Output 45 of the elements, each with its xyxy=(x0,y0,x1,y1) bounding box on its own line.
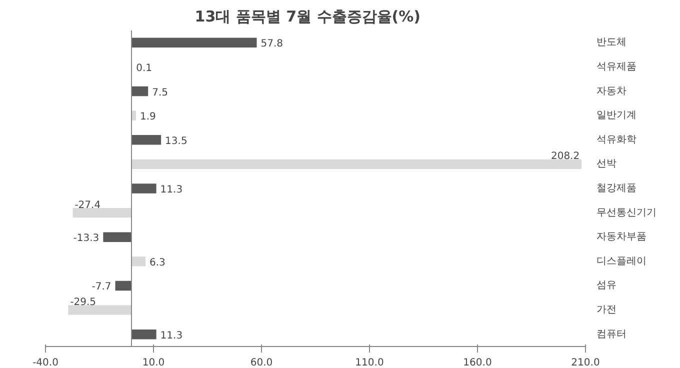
y-tick-label: 디스플레이 xyxy=(596,256,646,267)
x-tick-label: 10.0 xyxy=(142,358,165,368)
bar xyxy=(132,329,156,340)
y-tick-label: 선박 xyxy=(596,158,616,170)
data-label: 13.5 xyxy=(165,136,188,147)
data-label: 7.5 xyxy=(152,87,168,98)
data-label: 6.3 xyxy=(150,257,166,268)
data-label: -13.3 xyxy=(73,233,100,244)
data-label: 208.2 xyxy=(550,151,580,162)
bar xyxy=(103,232,132,242)
y-tick-label: 무선통신기기 xyxy=(596,207,656,218)
y-tick-label: 가전 xyxy=(596,304,616,316)
y-tick-label: 일반기계 xyxy=(596,110,636,122)
data-label: 0.1 xyxy=(136,62,152,74)
y-tick-label: 컴퓨터 xyxy=(596,328,626,340)
y-tick-label: 석유제품 xyxy=(596,61,636,72)
bar xyxy=(68,305,132,315)
data-label: 11.3 xyxy=(160,184,183,196)
data-label: 1.9 xyxy=(140,112,156,123)
data-label: -27.4 xyxy=(74,200,101,211)
y-tick-label: 섬유 xyxy=(596,280,616,292)
data-label: -29.5 xyxy=(70,297,96,308)
y-tick-label: 자동차부품 xyxy=(596,232,646,243)
bar xyxy=(72,208,132,218)
x-tick-label: 210.0 xyxy=(571,358,600,368)
chart-title: 13대 품목별 7월 수출증감율(%) xyxy=(194,8,421,26)
bar xyxy=(132,110,136,120)
y-tick-label: 석유화학 xyxy=(596,134,636,146)
bar xyxy=(132,256,146,266)
bar xyxy=(132,159,582,170)
x-tick-label: 60.0 xyxy=(250,358,273,368)
data-label: 11.3 xyxy=(160,330,183,342)
y-tick-label: 자동차 xyxy=(596,86,626,97)
y-tick-label: 철강제품 xyxy=(596,183,636,194)
bar xyxy=(132,184,156,194)
bar xyxy=(115,280,132,291)
data-label: -7.7 xyxy=(92,282,112,293)
x-tick-label: 160.0 xyxy=(463,358,492,368)
bar xyxy=(132,135,162,145)
x-tick-label: -40.0 xyxy=(32,358,58,368)
x-tick-label: 110.0 xyxy=(355,358,384,368)
bar xyxy=(132,38,257,48)
y-tick-label: 반도체 xyxy=(596,37,626,48)
data-label: 57.8 xyxy=(260,38,284,50)
bar xyxy=(132,86,148,96)
